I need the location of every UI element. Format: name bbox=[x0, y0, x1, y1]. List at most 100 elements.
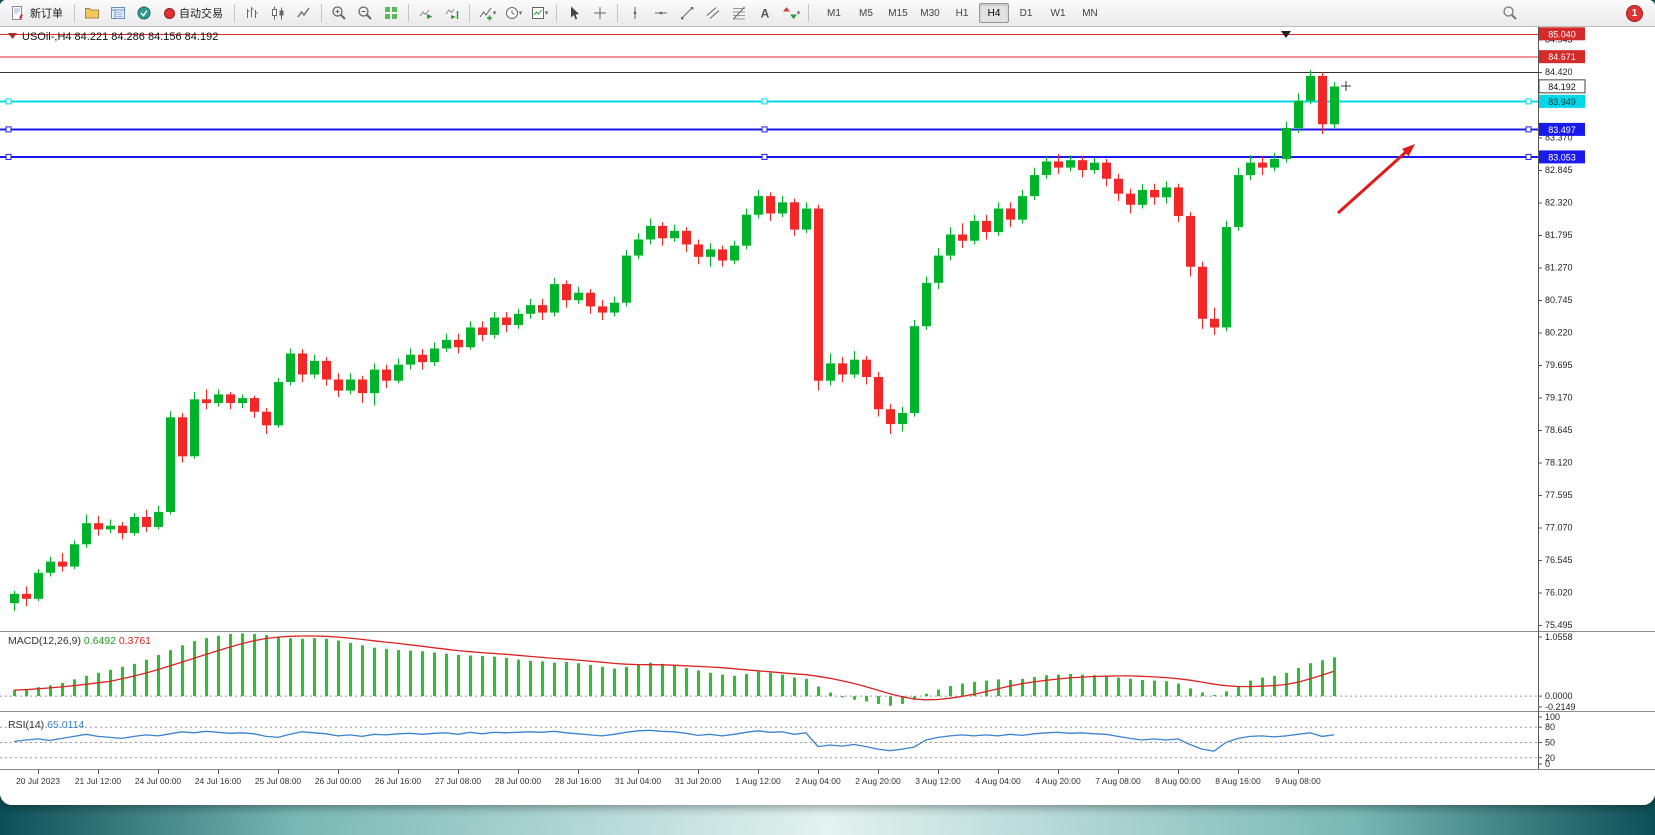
chart-area[interactable]: 84.94584.42083.89583.37082.84582.32081.7… bbox=[0, 27, 1655, 805]
template-button[interactable]: ▾ bbox=[527, 2, 551, 24]
time-axis-label: 7 Aug 08:00 bbox=[1095, 776, 1141, 786]
candle-body bbox=[226, 394, 235, 404]
timeframe-button-m30[interactable]: M30 bbox=[920, 7, 940, 19]
indicators-button[interactable]: ▾ bbox=[475, 2, 499, 24]
clock-icon bbox=[505, 7, 518, 19]
price-scale-label: 82.320 bbox=[1545, 197, 1573, 207]
candle-body bbox=[1018, 196, 1027, 220]
line-handle[interactable] bbox=[1525, 153, 1532, 160]
template-icon bbox=[531, 7, 544, 19]
line-chart-button[interactable] bbox=[292, 2, 316, 24]
time-axis-label: 8 Aug 16:00 bbox=[1215, 776, 1261, 786]
auto-scroll-button[interactable] bbox=[414, 2, 438, 24]
price-chart-canvas[interactable]: 84.94584.42083.89583.37082.84582.32081.7… bbox=[0, 27, 1655, 805]
macd-bar bbox=[781, 674, 784, 697]
macd-bar bbox=[997, 679, 1000, 697]
macd-bar bbox=[1057, 674, 1060, 697]
candle-body bbox=[478, 327, 487, 335]
market-watch-icon bbox=[111, 7, 125, 19]
timeframe-button-d1[interactable]: D1 bbox=[1019, 7, 1033, 19]
candle-body bbox=[562, 284, 571, 301]
candle-body bbox=[1294, 100, 1303, 128]
macd-bar bbox=[1153, 680, 1156, 697]
autotrading-button[interactable]: 自动交易 bbox=[158, 2, 229, 24]
candle-body bbox=[70, 544, 79, 567]
line-handle[interactable] bbox=[1525, 98, 1532, 105]
line-handle[interactable] bbox=[5, 153, 12, 160]
arrow-annotation-head bbox=[1402, 144, 1415, 157]
macd-bar bbox=[13, 690, 16, 697]
search-button[interactable] bbox=[1498, 2, 1522, 24]
toolbar-separator bbox=[808, 4, 809, 22]
notification-badge[interactable]: 1 bbox=[1626, 4, 1643, 22]
tile-windows-button[interactable] bbox=[379, 2, 403, 24]
horizontal-line-tool-button[interactable] bbox=[649, 2, 673, 24]
macd-bar bbox=[1105, 676, 1108, 697]
candle-body bbox=[430, 348, 439, 363]
application-window: 新订单 自动交易 ▾ ▾ ▾ A ▾ bbox=[0, 0, 1655, 805]
chevron-down-icon: ▾ bbox=[796, 10, 801, 17]
macd-bar bbox=[217, 635, 220, 697]
line-handle[interactable] bbox=[761, 98, 768, 105]
price-badge-label: 85.040 bbox=[1548, 29, 1576, 39]
candle-body bbox=[514, 313, 523, 325]
zoom-out-icon bbox=[358, 6, 372, 20]
macd-bar bbox=[733, 675, 736, 697]
indicators-icon bbox=[479, 7, 492, 21]
symbol-collapse-icon[interactable] bbox=[8, 33, 17, 39]
macd-bar bbox=[157, 654, 160, 697]
macd-bar bbox=[889, 696, 892, 706]
line-handle[interactable] bbox=[5, 98, 12, 105]
candlestick-chart-button[interactable] bbox=[266, 2, 290, 24]
timeframe-button-m1[interactable]: M1 bbox=[827, 7, 841, 19]
profiles-button[interactable] bbox=[80, 2, 104, 24]
chart-shift-button[interactable] bbox=[440, 2, 464, 24]
crosshair-tool-button[interactable] bbox=[588, 2, 612, 24]
candle-body bbox=[1282, 127, 1291, 159]
line-handle[interactable] bbox=[5, 126, 12, 133]
price-scale-label: 76.020 bbox=[1545, 588, 1573, 598]
channel-tool-button[interactable] bbox=[701, 2, 725, 24]
price-scale-label: 83.370 bbox=[1545, 132, 1573, 142]
candle-body bbox=[1222, 227, 1231, 328]
trendline-tool-button[interactable] bbox=[675, 2, 699, 24]
rsi-scale-label: 50 bbox=[1545, 738, 1555, 748]
fibonacci-tool-button[interactable] bbox=[727, 2, 751, 24]
cursor-tool-button[interactable] bbox=[562, 2, 586, 24]
macd-bar bbox=[937, 689, 940, 697]
bar-chart-button[interactable] bbox=[240, 2, 264, 24]
candle-body bbox=[718, 249, 727, 261]
arrow-objects-button[interactable]: ▾ bbox=[779, 2, 803, 24]
candle-body bbox=[862, 359, 871, 378]
timeframe-button-mn[interactable]: MN bbox=[1082, 7, 1098, 19]
line-handle[interactable] bbox=[761, 126, 768, 133]
macd-bar bbox=[685, 668, 688, 697]
candle-body bbox=[286, 353, 295, 382]
arrow-annotation[interactable] bbox=[1336, 149, 1409, 215]
candle-body bbox=[850, 359, 859, 375]
macd-bar bbox=[1213, 694, 1216, 697]
navigator-button[interactable] bbox=[132, 2, 156, 24]
periods-button[interactable]: ▾ bbox=[501, 2, 525, 24]
candle-body bbox=[370, 369, 379, 394]
macd-scale-label: -0.2149 bbox=[1545, 702, 1576, 712]
macd-bar bbox=[1225, 691, 1228, 697]
time-axis-label: 21 Jul 12:00 bbox=[75, 776, 122, 786]
candle-body bbox=[166, 417, 175, 513]
price-scale-label: 79.695 bbox=[1545, 360, 1573, 370]
new-order-button[interactable]: 新订单 bbox=[4, 2, 69, 24]
timeframe-button-h4[interactable]: H4 bbox=[979, 3, 1009, 23]
vertical-line-tool-button[interactable] bbox=[623, 2, 647, 24]
line-handle[interactable] bbox=[761, 153, 768, 160]
macd-bar bbox=[601, 666, 604, 697]
macd-bar bbox=[589, 665, 592, 697]
timeframe-button-h1[interactable]: H1 bbox=[955, 7, 969, 19]
timeframe-button-w1[interactable]: W1 bbox=[1050, 7, 1066, 19]
zoom-in-button[interactable] bbox=[327, 2, 351, 24]
market-watch-button[interactable] bbox=[106, 2, 130, 24]
timeframe-button-m15[interactable]: M15 bbox=[888, 7, 908, 19]
timeframe-button-m5[interactable]: M5 bbox=[859, 7, 873, 19]
text-tool-button[interactable]: A bbox=[753, 2, 777, 24]
line-handle[interactable] bbox=[1525, 126, 1532, 133]
zoom-out-button[interactable] bbox=[353, 2, 377, 24]
